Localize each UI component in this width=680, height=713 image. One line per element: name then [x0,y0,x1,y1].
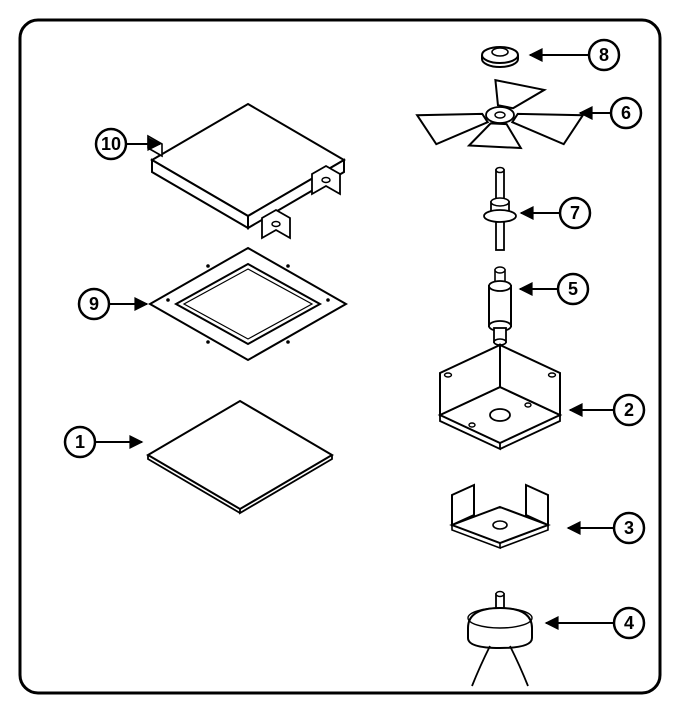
callout-label-6: 6 [621,103,631,123]
callout-label-8: 8 [599,45,609,65]
callout-label-7: 7 [570,203,580,223]
exploded-diagram: 1 2 3 4 5 6 7 8 9 10 [0,0,680,713]
callout-label-1: 1 [75,432,85,452]
callout-label-10: 10 [101,134,121,154]
callout-label-2: 2 [624,400,634,420]
callout-label-5: 5 [568,279,578,299]
callout-label-3: 3 [624,518,634,538]
callout-label-9: 9 [89,294,99,314]
callout-label-4: 4 [624,613,634,633]
